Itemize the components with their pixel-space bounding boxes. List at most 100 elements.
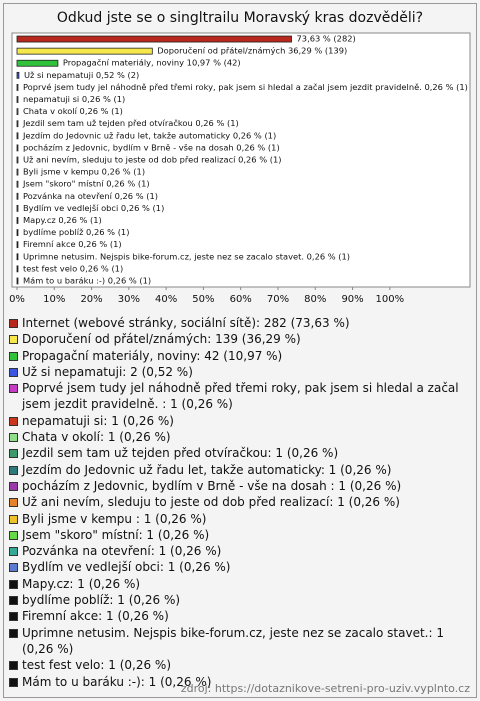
legend-label: nepamatuji si: 1 (0,26 %) [22, 413, 174, 428]
bar-label: Mapy.cz 0,26 % (1) [23, 215, 102, 225]
legend-label: Jezdím do Jedovnic už řadu let, takže au… [22, 462, 392, 477]
legend-item: Internet (webové stránky, sociální sítě)… [8, 315, 470, 331]
legend-label: Firemní akce: 1 (0,26 %) [22, 609, 169, 624]
legend-swatch [9, 498, 18, 508]
legend-item: Propagační materiály, noviny: 42 (10,97 … [8, 348, 470, 364]
bar-label: Chata v okolí 0,26 % (1) [23, 106, 123, 116]
legend-swatch [9, 433, 18, 443]
bar [16, 204, 19, 212]
legend-swatch [9, 416, 18, 426]
legend-swatch [9, 563, 18, 573]
bar-label: bydlíme poblíž 0,26 % (1) [23, 227, 129, 237]
bar [16, 96, 19, 103]
legend-swatch [9, 367, 18, 377]
bar-label: Mám to u baráku :-) 0,26 % (1) [23, 275, 151, 285]
legend-item: Byli jsme v kempu : 1 (0,26 %) [8, 511, 470, 527]
legend-swatch [9, 612, 18, 622]
legend-swatch [9, 596, 18, 606]
legend-swatch [9, 514, 18, 524]
bar [16, 71, 20, 79]
bar-label: Pozvánka na otevření 0,26 % (1) [23, 191, 158, 201]
legend-label: Už si nepamatuji: 2 (0,52 %) [22, 364, 193, 379]
legend-item: Bydlím ve vedlejší obci: 1 (0,26 %) [8, 559, 470, 575]
legend-label: Uprimne netusim. Nejspis bike-forum.cz, … [22, 625, 444, 656]
bar-label: Poprvé jsem tudy jel náhodně před třemi … [23, 82, 468, 92]
legend-label: Jezdil sem tam už tejden před otvíračkou… [22, 446, 339, 461]
x-tick-label: 30% [118, 294, 140, 305]
chart: Odkud jste se o singltrailu Moravský kra… [9, 10, 471, 305]
source: zdroj: https://dotaznikove-setreni-pro-u… [180, 682, 470, 695]
frame [3, 3, 477, 698]
legend-swatch [9, 677, 18, 687]
bar [16, 241, 19, 249]
bar [16, 108, 19, 116]
bar-label: Firemní akce 0,26 % (1) [23, 239, 122, 249]
bar-label: Už ani nevím, sleduju to jeste od dob př… [23, 155, 282, 165]
legend-item: Pozvánka na otevření: 1 (0,26 %) [8, 543, 470, 559]
legend-item: Uprimne netusim. Nejspis bike-forum.cz, … [8, 625, 470, 658]
legend-label: Bydlím ve vedlejší obci: 1 (0,26 %) [22, 560, 231, 575]
legend-swatch [9, 335, 18, 345]
legend-label: Poprvé jsem tudy jel náhodně před třemi … [22, 381, 459, 412]
legend-swatch [9, 661, 18, 671]
bar-label: Bydlím ve vedlejší obci 0,26 % (1) [23, 203, 164, 213]
bar-label: test fest velo 0,26 % (1) [23, 263, 123, 273]
legend-swatch [9, 530, 18, 540]
x-tick-label: 50% [192, 294, 214, 305]
bar-label: Doporučení od přátel/známých 36,29 % (13… [157, 46, 347, 56]
legend-item: bydlíme poblíž: 1 (0,26 %) [8, 592, 470, 608]
legend-label: Propagační materiály, noviny: 42 (10,97 … [22, 348, 283, 363]
legend-item: Jezdím do Jedovnic už řadu let, takže au… [8, 462, 470, 478]
legend-item: Mám to u baráku :-): 1 (0,26 %) [8, 674, 470, 690]
bar [16, 120, 19, 128]
bar [16, 168, 19, 176]
x-tick-label: 20% [80, 294, 102, 305]
x-tick-label: 60% [230, 294, 252, 305]
legend-item: Chata v okolí: 1 (0,26 %) [8, 429, 470, 445]
legend-item: Už ani nevím, sleduju to jeste od dob př… [8, 494, 470, 510]
bar-label: Propagační materiály, noviny 10,97 % (42… [63, 58, 241, 68]
legend-swatch [9, 384, 18, 394]
legend-swatch [9, 481, 18, 491]
bar-label: Byli jsme v kempu 0,26 % (1) [23, 167, 145, 177]
legend-label: Mapy.cz: 1 (0,26 %) [22, 576, 141, 591]
x-tick-label: 80% [304, 294, 326, 305]
legend-item: Firemní akce: 1 (0,26 %) [8, 608, 470, 624]
legend-item: pocházím z Jedovnic, bydlím v Brně - vše… [8, 478, 470, 494]
bar [16, 265, 19, 273]
legend-label: Už ani nevím, sleduju to jeste od dob př… [22, 495, 400, 510]
x-tick-label: 10% [43, 294, 65, 305]
bar-label: Uprimne netusim. Nejspis bike-forum.cz, … [23, 251, 350, 261]
legend-item: test fest velo: 1 (0,26 %) [8, 657, 470, 673]
bar-label: Jezdil sem tam už tejden před otvíračkou… [22, 118, 239, 128]
chart-title: Odkud jste se o singltrailu Moravský kra… [57, 10, 423, 26]
legend-item: Jsem "skoro" místní: 1 (0,26 %) [8, 527, 470, 543]
bar-label: Jsem "skoro" místní 0,26 % (1) [22, 179, 150, 189]
legend-label: bydlíme poblíž: 1 (0,26 %) [22, 593, 181, 608]
legend-label: Mám to u baráku :-): 1 (0,26 %) [22, 674, 212, 689]
bar [16, 192, 19, 200]
x-tick-label: 100% [376, 294, 405, 305]
bar-label: pocházím z Jedovnic, bydlím v Brně - vše… [23, 142, 280, 152]
legend-item: Mapy.cz: 1 (0,26 %) [8, 576, 470, 592]
x-tick-label: 0% [9, 294, 25, 305]
legend-item: Poprvé jsem tudy jel náhodně před třemi … [8, 380, 470, 413]
legend-label: Chata v okolí: 1 (0,26 %) [22, 430, 171, 445]
bar [16, 84, 19, 91]
legend-label: Doporučení od přátel/známých: 139 (36,29… [22, 332, 301, 347]
legend-swatch [9, 547, 18, 557]
bar [16, 144, 19, 152]
bar [16, 217, 19, 224]
legend-swatch [9, 628, 18, 638]
x-tick-label: 70% [267, 294, 289, 305]
legend-swatch [9, 351, 18, 361]
x-tick-label: 90% [341, 294, 363, 305]
legend-swatch [9, 319, 18, 328]
legend-label: test fest velo: 1 (0,26 %) [22, 658, 172, 673]
bar-label: 73,63 % (282) [297, 34, 356, 44]
bar [16, 132, 19, 140]
plot-area [11, 32, 471, 288]
legend-item: Jezdil sem tam už tejden před otvíračkou… [8, 445, 470, 461]
legend-swatch [9, 465, 18, 475]
